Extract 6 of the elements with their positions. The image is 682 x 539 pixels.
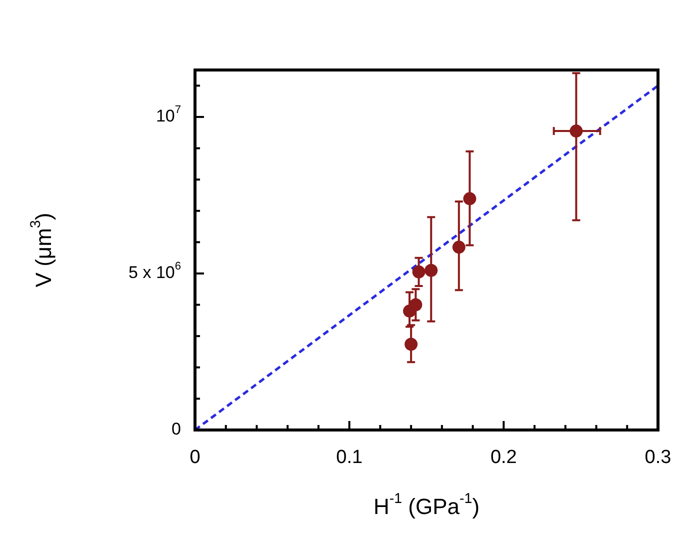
x-tick-label: 0.3 (644, 447, 672, 468)
x-tick-label: 0.2 (490, 447, 517, 468)
y-axis-title: V (μm3) (28, 212, 56, 288)
x-tick-label: 0 (190, 447, 200, 468)
y-tick-label: 0 (172, 420, 182, 439)
x-tick-label: 0.1 (336, 447, 363, 468)
